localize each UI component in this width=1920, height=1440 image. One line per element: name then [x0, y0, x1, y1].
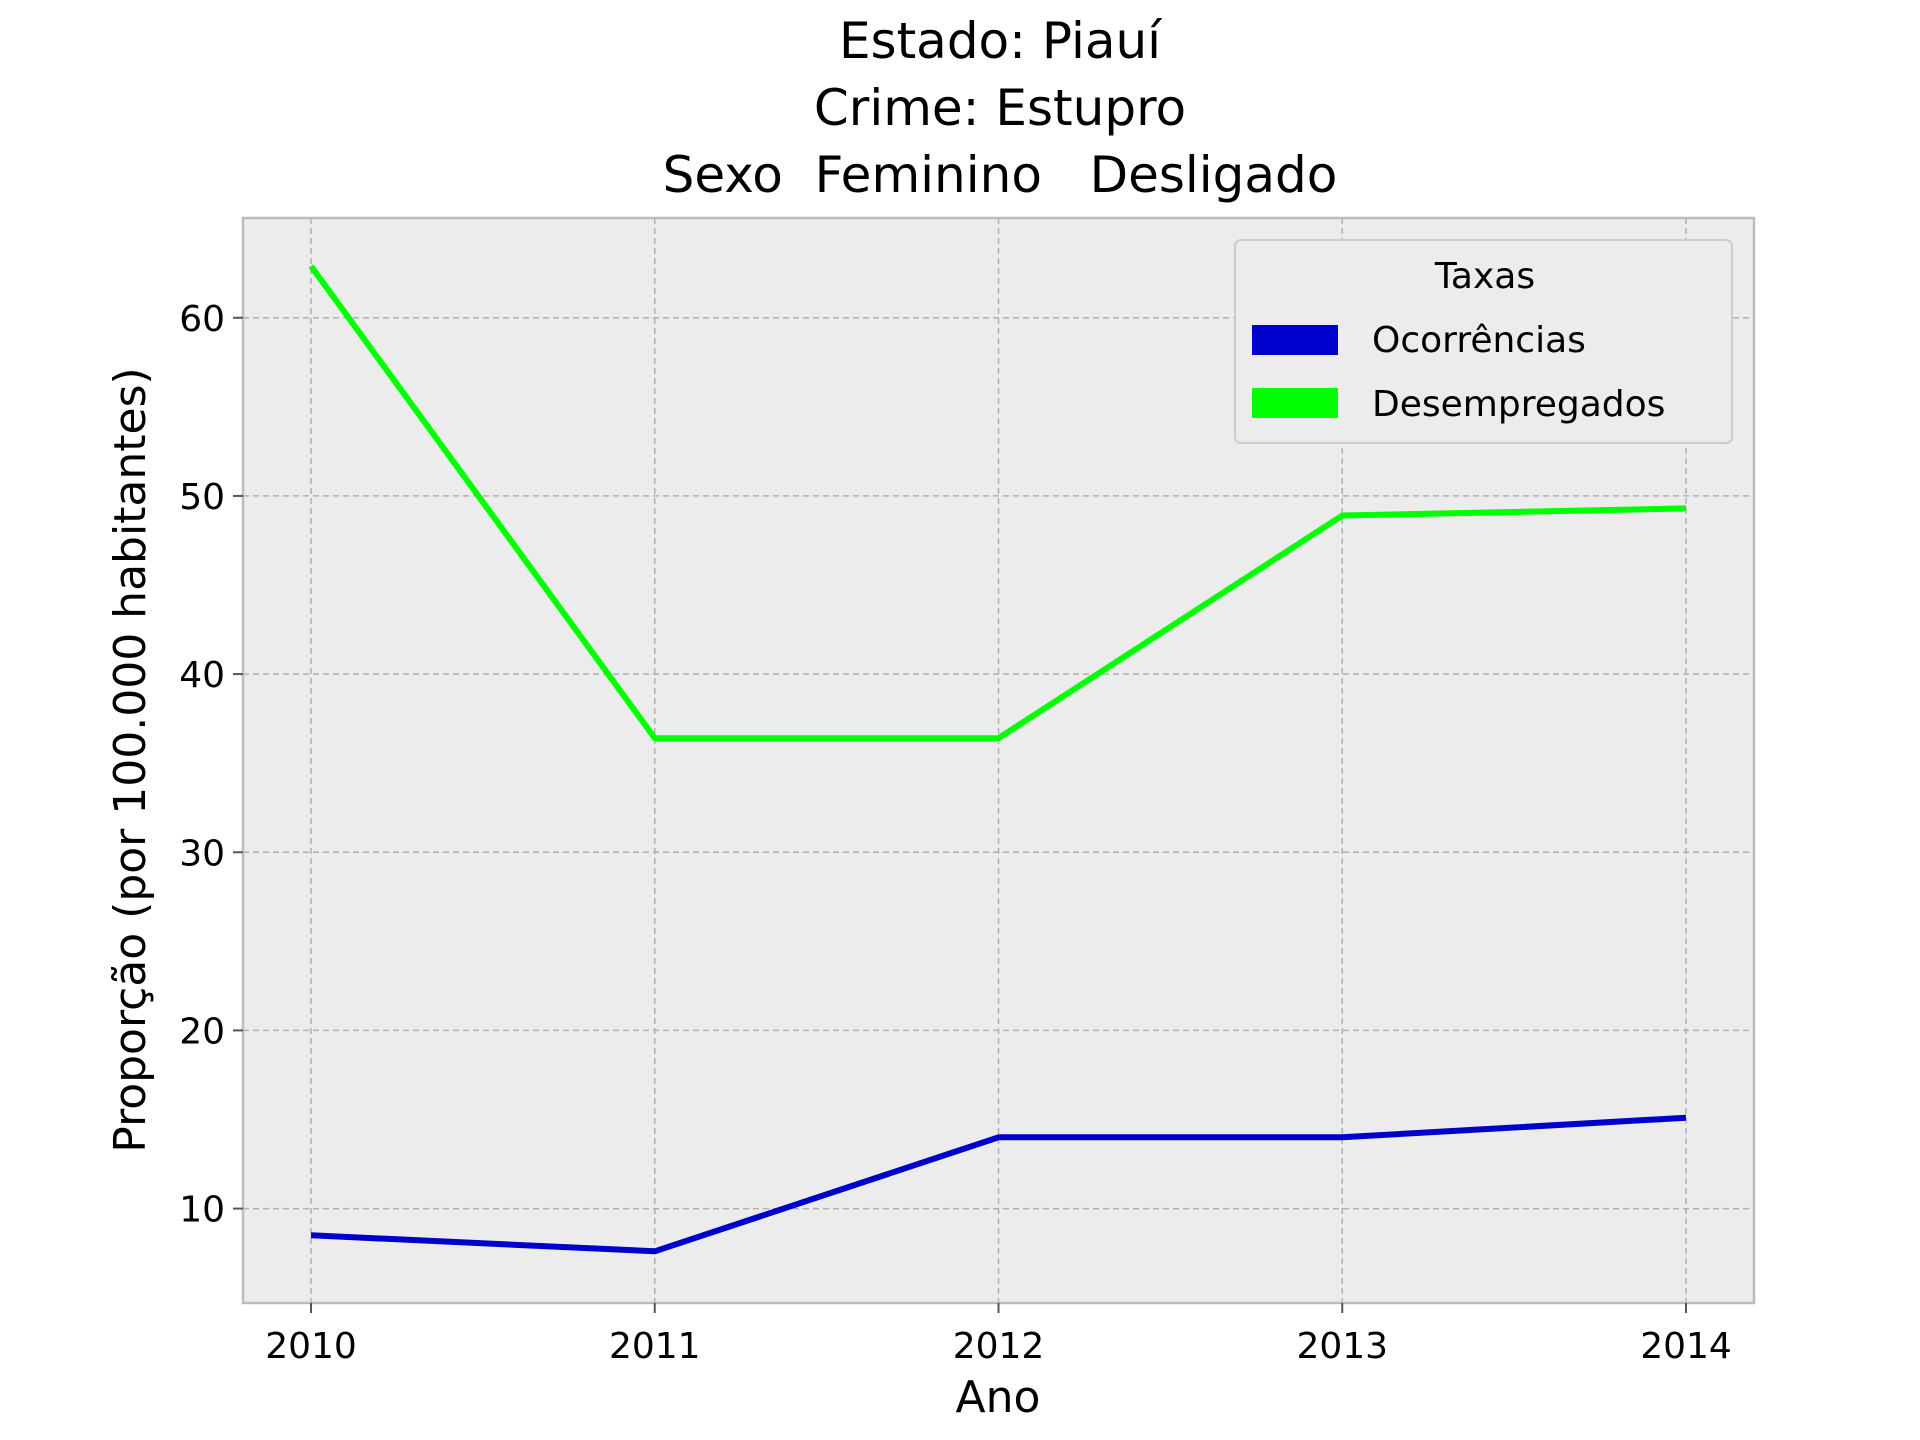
- y-tick-label: 60: [179, 299, 225, 340]
- x-tick-label: 2013: [1296, 1326, 1388, 1367]
- legend-title: Taxas: [1434, 256, 1535, 297]
- series-layer: [308, 264, 1687, 1255]
- y-tick-label: 10: [179, 1190, 225, 1231]
- chart-title-line-1: Estado: Piauí: [839, 12, 1163, 70]
- legend-label-desempregados: Desempregados: [1372, 384, 1665, 425]
- ticks: 2010 2011 2012 2013 2014 10 20 30 40 50 60: [179, 299, 1732, 1367]
- x-tick-label: 2014: [1640, 1326, 1732, 1367]
- x-tick-label: 2011: [609, 1326, 701, 1367]
- y-tick-label: 20: [179, 1011, 225, 1052]
- y-axis-label: Proporção (por 100.000 habitantes): [105, 367, 156, 1152]
- series-line-desempregados: [308, 264, 1687, 742]
- series-line-ocorrencias: [310, 1114, 1687, 1255]
- chart-title-line-2: Crime: Estupro: [814, 79, 1186, 137]
- legend-swatch-desempregados: [1252, 388, 1338, 418]
- legend-label-ocorrencias: Ocorrências: [1372, 320, 1586, 361]
- x-axis-label: Ano: [956, 1372, 1041, 1423]
- x-tick-label: 2012: [953, 1326, 1045, 1367]
- legend-swatch-ocorrencias: [1252, 325, 1338, 355]
- y-tick-label: 30: [179, 833, 225, 874]
- legend-box: [1234, 239, 1733, 444]
- chart-title-line-3: Sexo Feminino Desligado: [663, 146, 1338, 204]
- y-tick-label: 40: [179, 655, 225, 696]
- y-tick-label: 50: [179, 477, 225, 518]
- legend: Taxas Ocorrências Desempregados: [1234, 239, 1733, 444]
- x-tick-label: 2010: [265, 1326, 357, 1367]
